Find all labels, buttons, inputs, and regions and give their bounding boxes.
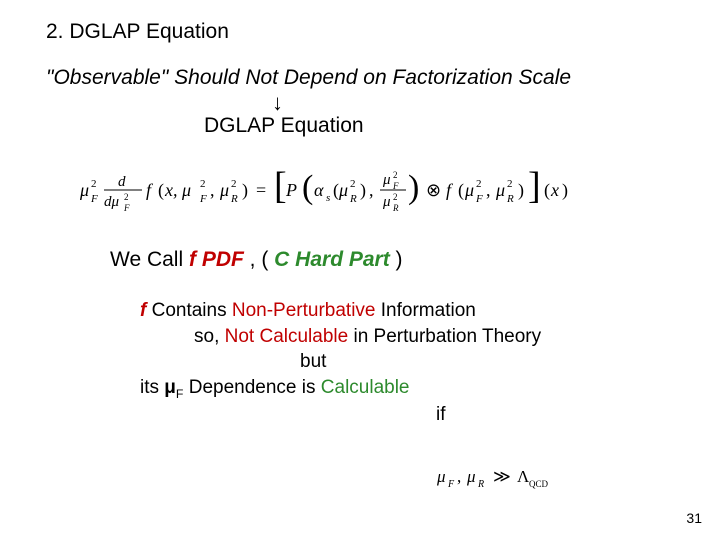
svg-text:): ) bbox=[518, 180, 524, 201]
svg-text:(: ( bbox=[458, 180, 464, 201]
not-calculable: Not Calculable bbox=[225, 326, 349, 347]
svg-text:μ: μ bbox=[464, 180, 474, 200]
svg-text:F: F bbox=[447, 479, 455, 490]
svg-text:μ: μ bbox=[219, 180, 229, 200]
down-arrow-icon: ↓ bbox=[272, 92, 680, 114]
svg-text:μ: μ bbox=[382, 194, 391, 210]
explanation-paragraph: f Contains Non-Perturbative Information … bbox=[140, 298, 680, 428]
we-call-suffix: ) bbox=[390, 248, 403, 271]
non-perturbative: Non-Perturbative bbox=[232, 300, 376, 321]
pdf-label: PDF bbox=[202, 248, 244, 271]
svg-text:2: 2 bbox=[393, 170, 398, 180]
svg-text:μ: μ bbox=[437, 467, 446, 486]
svg-text:(: ( bbox=[544, 180, 550, 201]
svg-text:,: , bbox=[210, 180, 215, 200]
svg-text:≫: ≫ bbox=[493, 467, 511, 486]
svg-text:2: 2 bbox=[350, 178, 356, 190]
svg-text:α: α bbox=[314, 180, 324, 200]
svg-text:⊗: ⊗ bbox=[426, 180, 441, 200]
svg-text:2: 2 bbox=[476, 178, 482, 190]
section-title: 2. DGLAP Equation bbox=[46, 20, 680, 44]
svg-text:f: f bbox=[446, 180, 454, 200]
calculable: Calculable bbox=[321, 377, 410, 398]
svg-text:R: R bbox=[230, 193, 238, 205]
if-line: if bbox=[436, 402, 680, 428]
svg-text:(: ( bbox=[302, 169, 313, 206]
svg-text:μ: μ bbox=[466, 467, 476, 486]
dglap-subheading: DGLAP Equation bbox=[204, 114, 680, 138]
svg-text:P: P bbox=[285, 180, 297, 200]
c-symbol: C bbox=[274, 248, 289, 271]
l1b: Contains bbox=[146, 300, 232, 321]
mu-f-symbol: μF bbox=[164, 377, 183, 398]
svg-text:μ: μ bbox=[80, 180, 89, 200]
we-call-mid: , ( bbox=[244, 248, 274, 271]
svg-text:x, μ: x, μ bbox=[164, 180, 191, 200]
svg-text:): ) bbox=[562, 180, 568, 201]
but-line: but bbox=[300, 349, 680, 375]
svg-text:x: x bbox=[550, 180, 559, 200]
we-call-line: We Call f PDF , ( C Hard Part ) bbox=[110, 248, 680, 272]
l1d: Information bbox=[376, 300, 476, 321]
hard-part-label: Hard Part bbox=[295, 248, 390, 271]
svg-text:R: R bbox=[392, 203, 399, 213]
svg-text:2: 2 bbox=[124, 192, 129, 202]
page-number: 31 bbox=[686, 510, 702, 526]
svg-text:): ) bbox=[408, 169, 419, 206]
svg-text:f: f bbox=[146, 180, 154, 200]
svg-text:[: [ bbox=[274, 165, 287, 207]
l4a: its bbox=[140, 377, 164, 398]
svg-text:F: F bbox=[199, 193, 207, 205]
svg-text:2: 2 bbox=[231, 178, 237, 190]
we-call-prefix: We Call bbox=[110, 248, 189, 271]
f-symbol: f bbox=[189, 248, 196, 271]
l2c: in Perturbation Theory bbox=[348, 326, 541, 347]
svg-text:R: R bbox=[477, 479, 484, 490]
svg-text:F: F bbox=[123, 203, 130, 213]
statement-line: "Observable" Should Not Depend on Factor… bbox=[46, 66, 680, 90]
svg-text:(: ( bbox=[158, 180, 164, 201]
svg-text:μ: μ bbox=[382, 172, 391, 188]
svg-text:): ) bbox=[242, 180, 248, 201]
svg-text:): ) bbox=[360, 180, 366, 201]
svg-text:,: , bbox=[486, 180, 491, 200]
dglap-equation: μ 2 F d dμ 2 F f ( x, μ 2 F , μ 2 R ) = … bbox=[80, 164, 680, 216]
svg-text:s: s bbox=[326, 192, 330, 204]
svg-text:F: F bbox=[475, 193, 483, 205]
svg-text:QCD: QCD bbox=[529, 479, 549, 489]
svg-text:,: , bbox=[369, 180, 374, 200]
svg-text:=: = bbox=[256, 180, 266, 200]
svg-text:,: , bbox=[457, 467, 461, 486]
svg-text:R: R bbox=[506, 193, 514, 205]
svg-text:2: 2 bbox=[393, 192, 398, 202]
l4c: Dependence is bbox=[183, 377, 320, 398]
svg-text:dμ: dμ bbox=[104, 194, 120, 210]
svg-text:d: d bbox=[118, 174, 126, 190]
svg-text:2: 2 bbox=[91, 178, 97, 190]
svg-text:2: 2 bbox=[200, 178, 206, 190]
svg-text:R: R bbox=[349, 193, 357, 205]
svg-text:μ: μ bbox=[495, 180, 505, 200]
l2a: so, bbox=[194, 326, 225, 347]
svg-text:F: F bbox=[90, 193, 98, 205]
svg-text:]: ] bbox=[528, 165, 541, 207]
svg-text:μ: μ bbox=[338, 180, 348, 200]
svg-text:2: 2 bbox=[507, 178, 513, 190]
condition-equation: μ F , μ R ≫ Λ QCD bbox=[437, 465, 567, 496]
